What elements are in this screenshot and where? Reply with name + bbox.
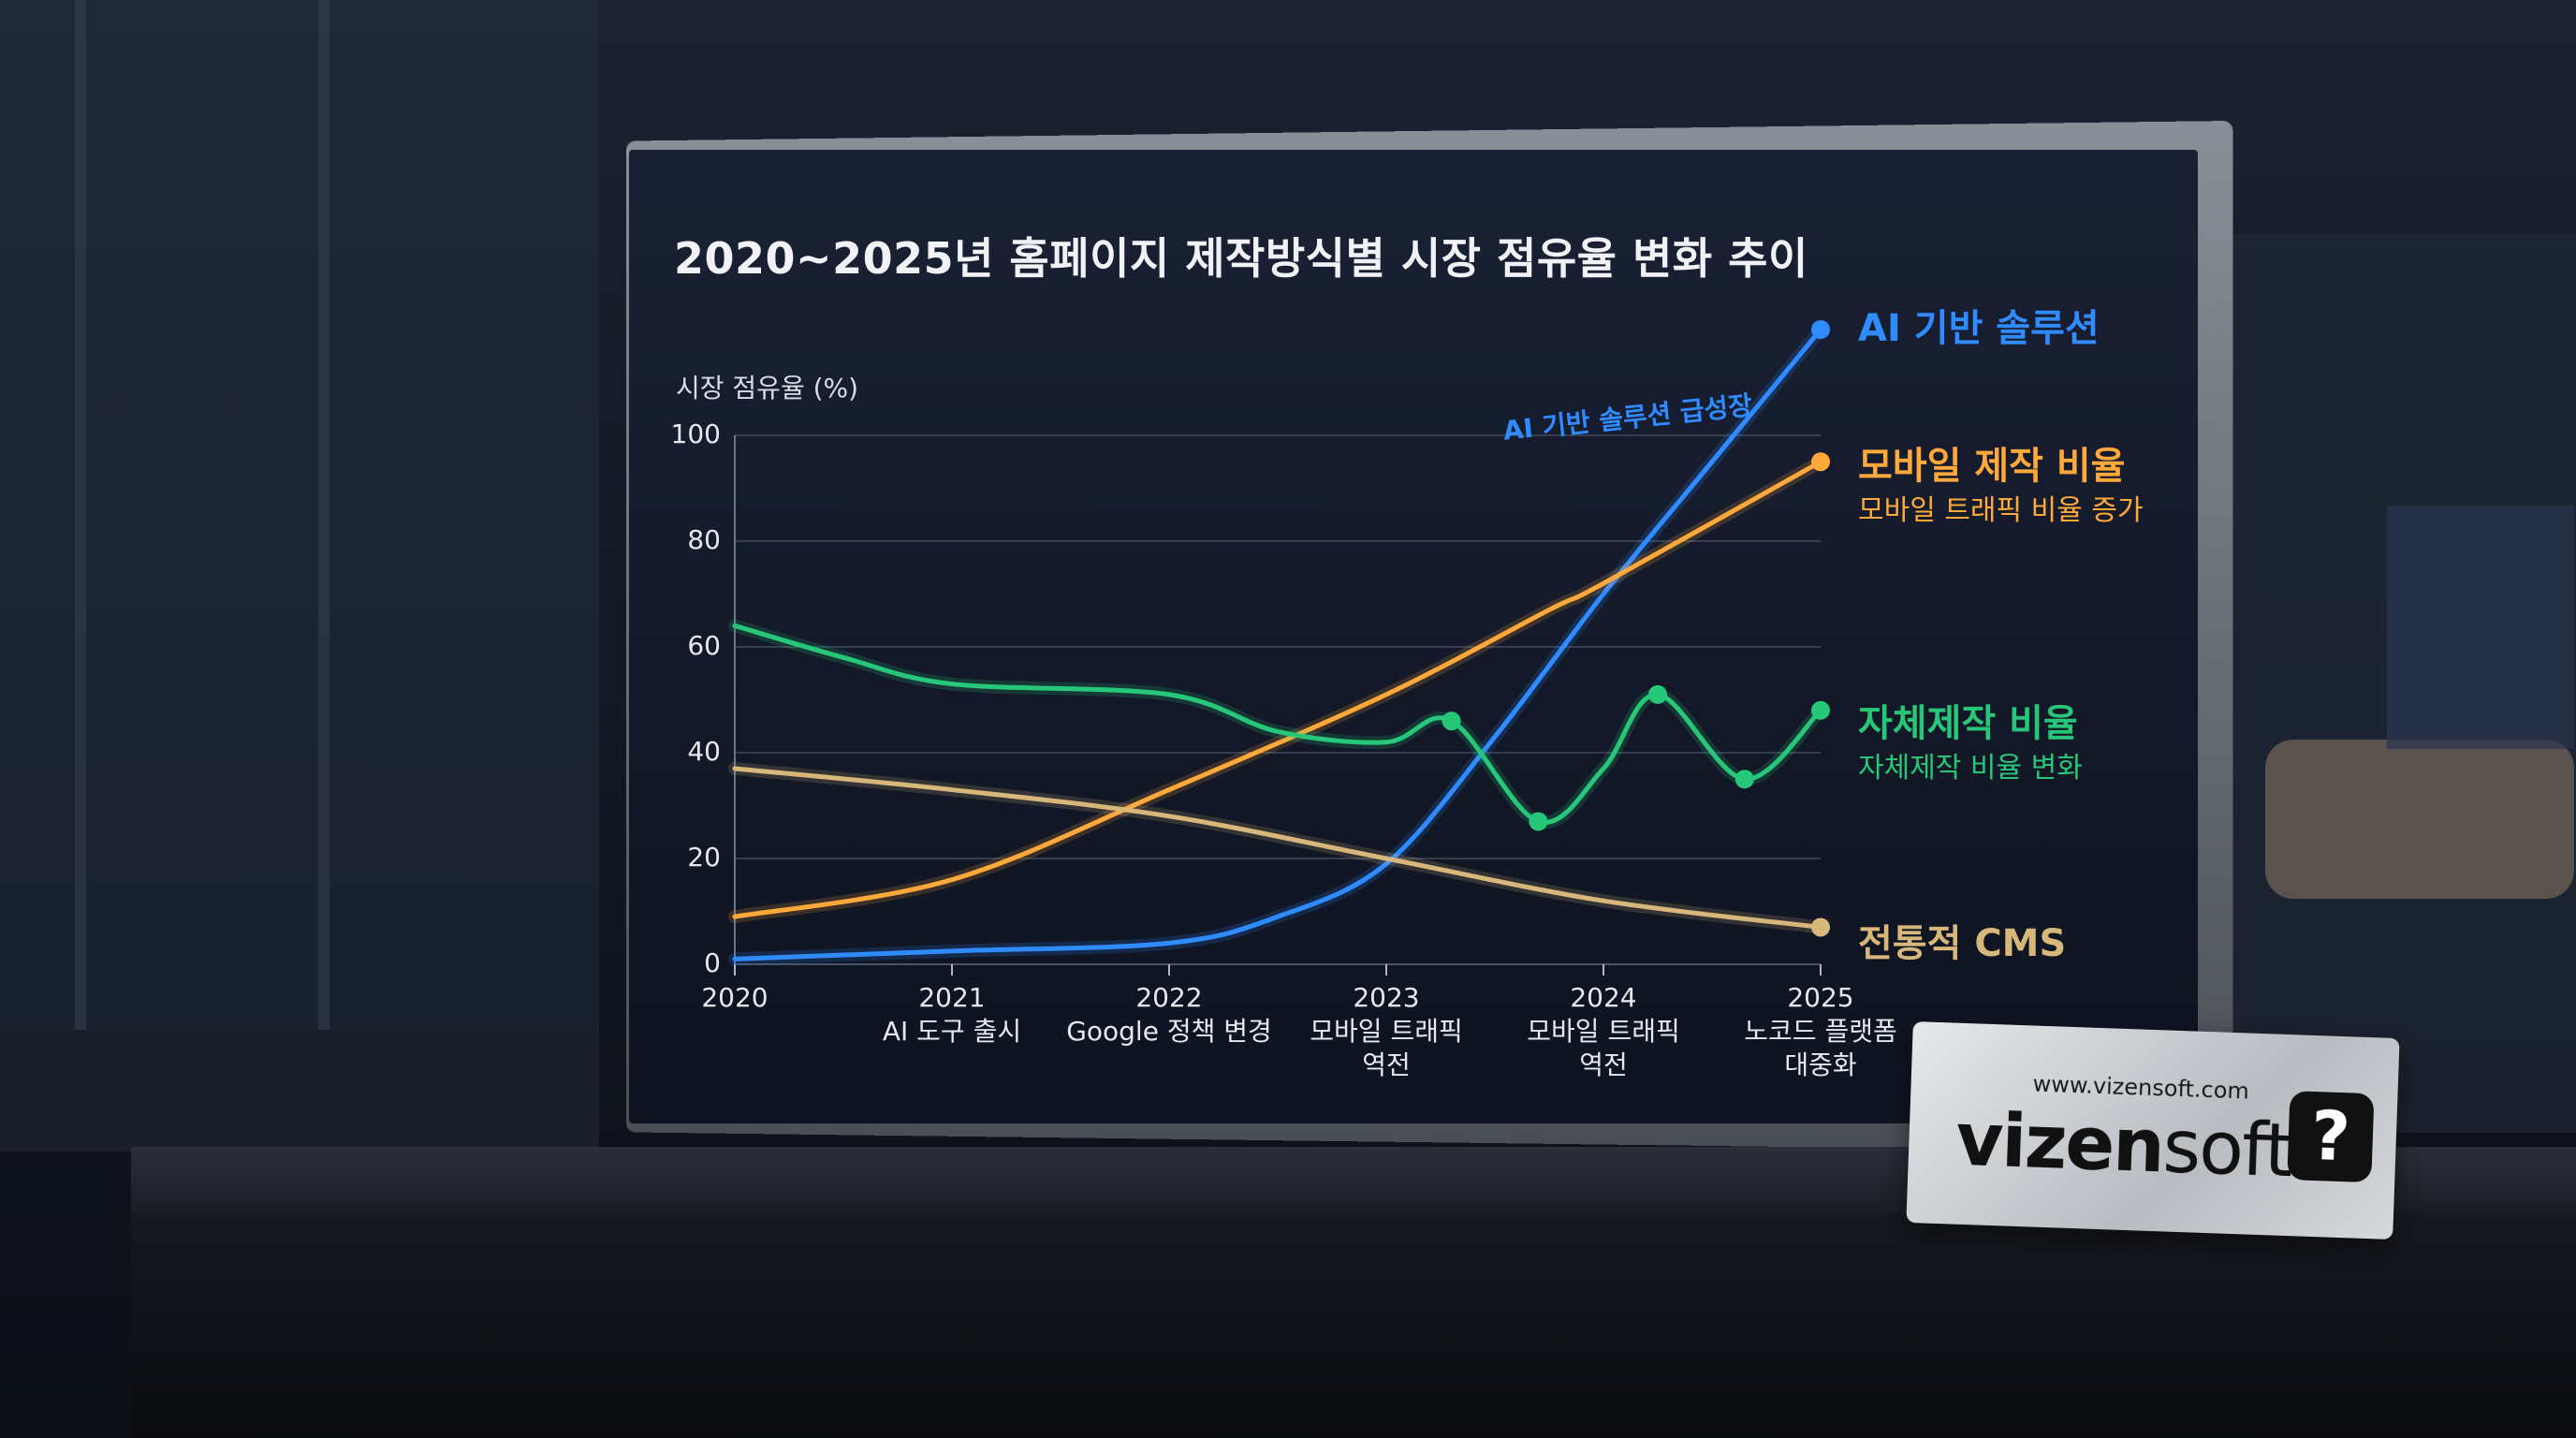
x-tick-label-2023: 2023 모바일 트래픽 역전 (1265, 981, 1508, 1082)
data-point-2-10 (1734, 770, 1754, 789)
x-tick-note: 모바일 트래픽 (1310, 1016, 1463, 1047)
y-axis-label: 시장 점유율 (%) (676, 373, 859, 404)
x-tick-note: 모바일 트래픽 (1527, 1016, 1680, 1047)
chart-title: 2020~2025년 홈페이지 제작방식별 시장 점유율 변화 추이 (674, 233, 1808, 284)
series-line-0 (732, 327, 1823, 961)
x-tick-label-2024: 2024 모바일 트래픽 역전 (1482, 981, 1725, 1082)
brand-sign: www.vizensoft.com vizensoft ? (1906, 1020, 2400, 1240)
x-tick-note: 대중화 (1784, 1049, 1857, 1080)
x-tick-year: 2020 (701, 982, 768, 1013)
series-glow-2 (728, 619, 1827, 829)
desk-front (131, 1212, 2576, 1438)
series-line-3 (732, 766, 1823, 930)
legend-inhouse: 자체제작 비율 (1858, 702, 2078, 745)
question-bubble-icon: ? (2287, 1091, 2375, 1183)
x-tick-year: 2023 (1353, 982, 1420, 1013)
x-tick-year: 2021 (918, 982, 986, 1013)
y-tick-label-100: 100 (670, 418, 721, 449)
x-tick-note: Google 정책 변경 (1066, 1016, 1272, 1047)
x-tick-label-2022: 2022 Google 정책 변경 (1047, 981, 1291, 1049)
sign-brand-thin: soft (2161, 1105, 2293, 1195)
series-glow-3 (728, 761, 1827, 934)
data-point-0-8 (1811, 320, 1830, 339)
x-tick-note: 역전 (1362, 1049, 1411, 1080)
series-line-2 (732, 623, 1823, 826)
series-line-1 (732, 459, 1823, 919)
x-tick-label-2021: 2021 AI 도구 출시 (830, 981, 1074, 1049)
data-point-3-5 (1811, 917, 1830, 937)
x-tick-note: AI 도구 출시 (882, 1016, 1022, 1047)
y-tick-label-60: 60 (687, 630, 721, 661)
monitor-screen (629, 150, 2198, 1123)
data-point-2-6 (1442, 712, 1461, 731)
x-tick-year: 2024 (1570, 982, 1637, 1013)
legend-inhouse-subtitle: 자체제작 비율 변화 (1858, 752, 2083, 785)
data-point-1-6 (1811, 452, 1830, 472)
sign-url: www.vizensoft.com (2032, 1070, 2250, 1105)
legend-mobile-subtitle: 모바일 트래픽 비율 증가 (1858, 494, 2144, 527)
sign-brand: vizensoft (1954, 1098, 2292, 1194)
x-tick-note: 역전 (1579, 1049, 1628, 1080)
legend-cms: 전통적 CMS (1858, 922, 2067, 965)
y-tick-label-0: 0 (704, 947, 721, 978)
legend-mobile: 모바일 제작 비율 (1858, 445, 2126, 488)
y-tick-label-80: 80 (687, 524, 721, 555)
x-tick-year: 2022 (1135, 982, 1203, 1013)
sign-brand-bold: vizen (1954, 1097, 2165, 1190)
legend-ai: AI 기반 솔루션 (1858, 307, 2100, 350)
data-point-2-9 (1648, 684, 1667, 704)
x-tick-note: 노코드 플랫폼 (1744, 1016, 1897, 1047)
y-tick-label-20: 20 (687, 842, 721, 873)
line-chart (728, 320, 1830, 976)
x-tick-label-2020: 2020 (613, 981, 856, 1015)
x-tick-year: 2025 (1787, 982, 1854, 1013)
data-point-2-7 (1529, 812, 1548, 831)
data-point-2-11 (1811, 700, 1830, 720)
x-tick-label-2025: 2025 노코드 플랫폼 대중화 (1699, 981, 1942, 1082)
y-tick-label-40: 40 (687, 736, 721, 767)
